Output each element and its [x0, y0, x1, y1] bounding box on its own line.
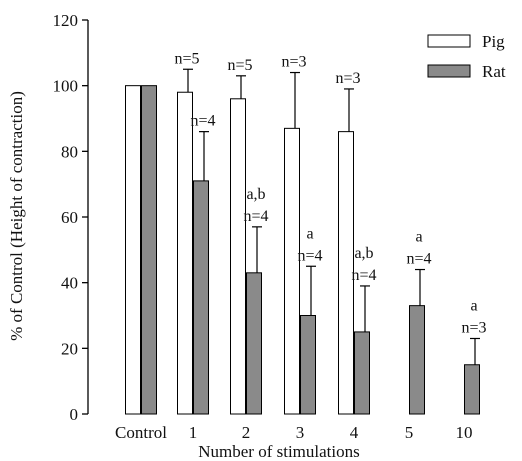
bar-annotation: n=3: [281, 54, 306, 71]
plot-area: 0 20 40 60 80 100 120 Control 1 2 3 4 5 10 n=5 n=5 n=3 n=…: [53, 11, 487, 442]
bar-annotation: n=3: [461, 319, 486, 336]
bar-annotation: n=5: [227, 57, 252, 74]
bar-rat: [464, 364, 480, 415]
x-tick-label: 5: [405, 423, 414, 442]
y-tick-label: 80: [61, 142, 78, 161]
legend-label-pig: Pig: [482, 32, 505, 51]
bar-pig: [230, 98, 246, 415]
bar-annotation: n=4: [190, 113, 215, 130]
y-tick-label: 120: [53, 11, 79, 30]
legend-swatch-pig: [427, 34, 471, 48]
bar-annotation: n=5: [174, 50, 199, 67]
bar-annotation: a: [470, 297, 477, 314]
bar-rat: [141, 85, 157, 415]
bar-rat: [246, 272, 262, 415]
legend-swatch-rat: [427, 64, 471, 78]
bar-rat: [193, 180, 209, 415]
y-tick-label: 100: [53, 77, 79, 96]
x-axis-label: Number of stimulations: [198, 442, 359, 461]
bar-rat: [300, 315, 316, 415]
bar-pig: [284, 127, 300, 415]
bar-annotation: a: [415, 229, 422, 246]
x-tick-label: 1: [189, 423, 198, 442]
bar-annotation: n=4: [297, 247, 322, 264]
y-tick-label: 40: [61, 274, 78, 293]
y-tick-label: 60: [61, 208, 78, 227]
legend-label-rat: Rat: [482, 62, 506, 81]
bar-annotation: a: [306, 225, 313, 242]
bar-pig: [125, 85, 141, 415]
y-axis-label: % of Control (Height of contraction): [7, 91, 26, 341]
x-tick-label: 2: [242, 423, 251, 442]
bar-annotation: n=4: [351, 267, 376, 284]
bar-rat: [409, 305, 425, 415]
bar-rat: [354, 331, 370, 415]
bar-annotation: a,b: [246, 186, 265, 203]
bar-annotation: n=4: [406, 251, 431, 268]
x-tick-label: 4: [350, 423, 359, 442]
y-tick-label: 0: [70, 405, 79, 424]
x-tick-label: 3: [296, 423, 305, 442]
bar-annotation: n=4: [243, 208, 268, 225]
x-tick-label: Control: [115, 423, 167, 442]
y-tick-label: 20: [61, 339, 78, 358]
bar-annotation: a,b: [354, 245, 373, 262]
legend: Pig Rat: [427, 32, 506, 81]
bar-annotation: n=3: [335, 70, 360, 87]
x-tick-label: 10: [456, 423, 473, 442]
bar-pig: [177, 91, 193, 415]
bar-pig: [338, 131, 354, 415]
